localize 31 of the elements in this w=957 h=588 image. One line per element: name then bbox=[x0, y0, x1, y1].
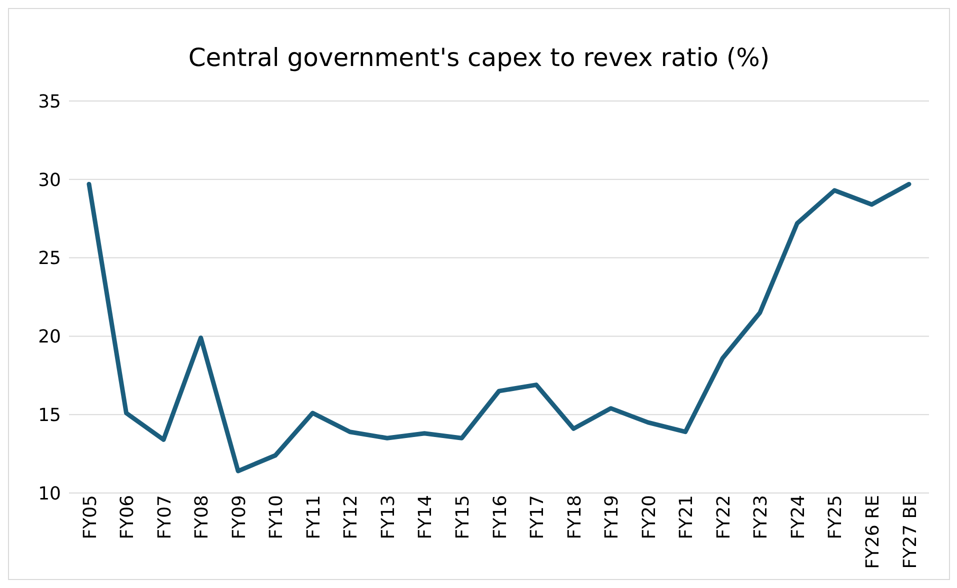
y-tick-label: 30 bbox=[38, 170, 61, 191]
x-tick-label: FY05 bbox=[80, 495, 101, 540]
y-tick-label: 10 bbox=[38, 483, 61, 504]
x-tick-label: FY15 bbox=[452, 495, 474, 540]
x-tick-label: FY20 bbox=[638, 495, 660, 540]
chart-title: Central government's capex to revex ratio (%) bbox=[187, 43, 771, 74]
x-tick-label: FY18 bbox=[564, 495, 586, 540]
line-series bbox=[86, 182, 912, 474]
x-tick-label: FY19 bbox=[602, 495, 623, 540]
x-tick-label: FY13 bbox=[378, 495, 399, 540]
x-tick-label: FY06 bbox=[117, 495, 138, 540]
x-tick-label: FY25 bbox=[825, 495, 846, 540]
x-tick-label: FY11 bbox=[303, 495, 324, 540]
x-tick-label: FY22 bbox=[713, 495, 734, 540]
x-tick-label: FY27 BE bbox=[900, 495, 921, 569]
y-tick-label: 35 bbox=[38, 91, 61, 112]
x-tick-label: FY14 bbox=[415, 495, 436, 540]
x-tick-label: FY07 bbox=[154, 495, 176, 540]
y-tick-label: 25 bbox=[38, 248, 61, 270]
x-tick-label: FY08 bbox=[192, 495, 213, 540]
x-tick-label: FY26 RE bbox=[862, 495, 884, 569]
x-tick-label: FY24 bbox=[788, 495, 809, 540]
x-tick-label: FY16 bbox=[490, 495, 511, 540]
x-tick-label: FY21 bbox=[676, 495, 698, 540]
x-tick-label: FY12 bbox=[340, 495, 362, 540]
x-tick-label: FY17 bbox=[527, 495, 548, 540]
y-tick-label: 20 bbox=[38, 326, 61, 348]
x-tick-label: FY23 bbox=[750, 495, 772, 540]
x-tick-label: FY09 bbox=[228, 495, 250, 540]
x-tick-label: FY10 bbox=[266, 495, 288, 540]
y-tick-label: 15 bbox=[38, 404, 61, 426]
